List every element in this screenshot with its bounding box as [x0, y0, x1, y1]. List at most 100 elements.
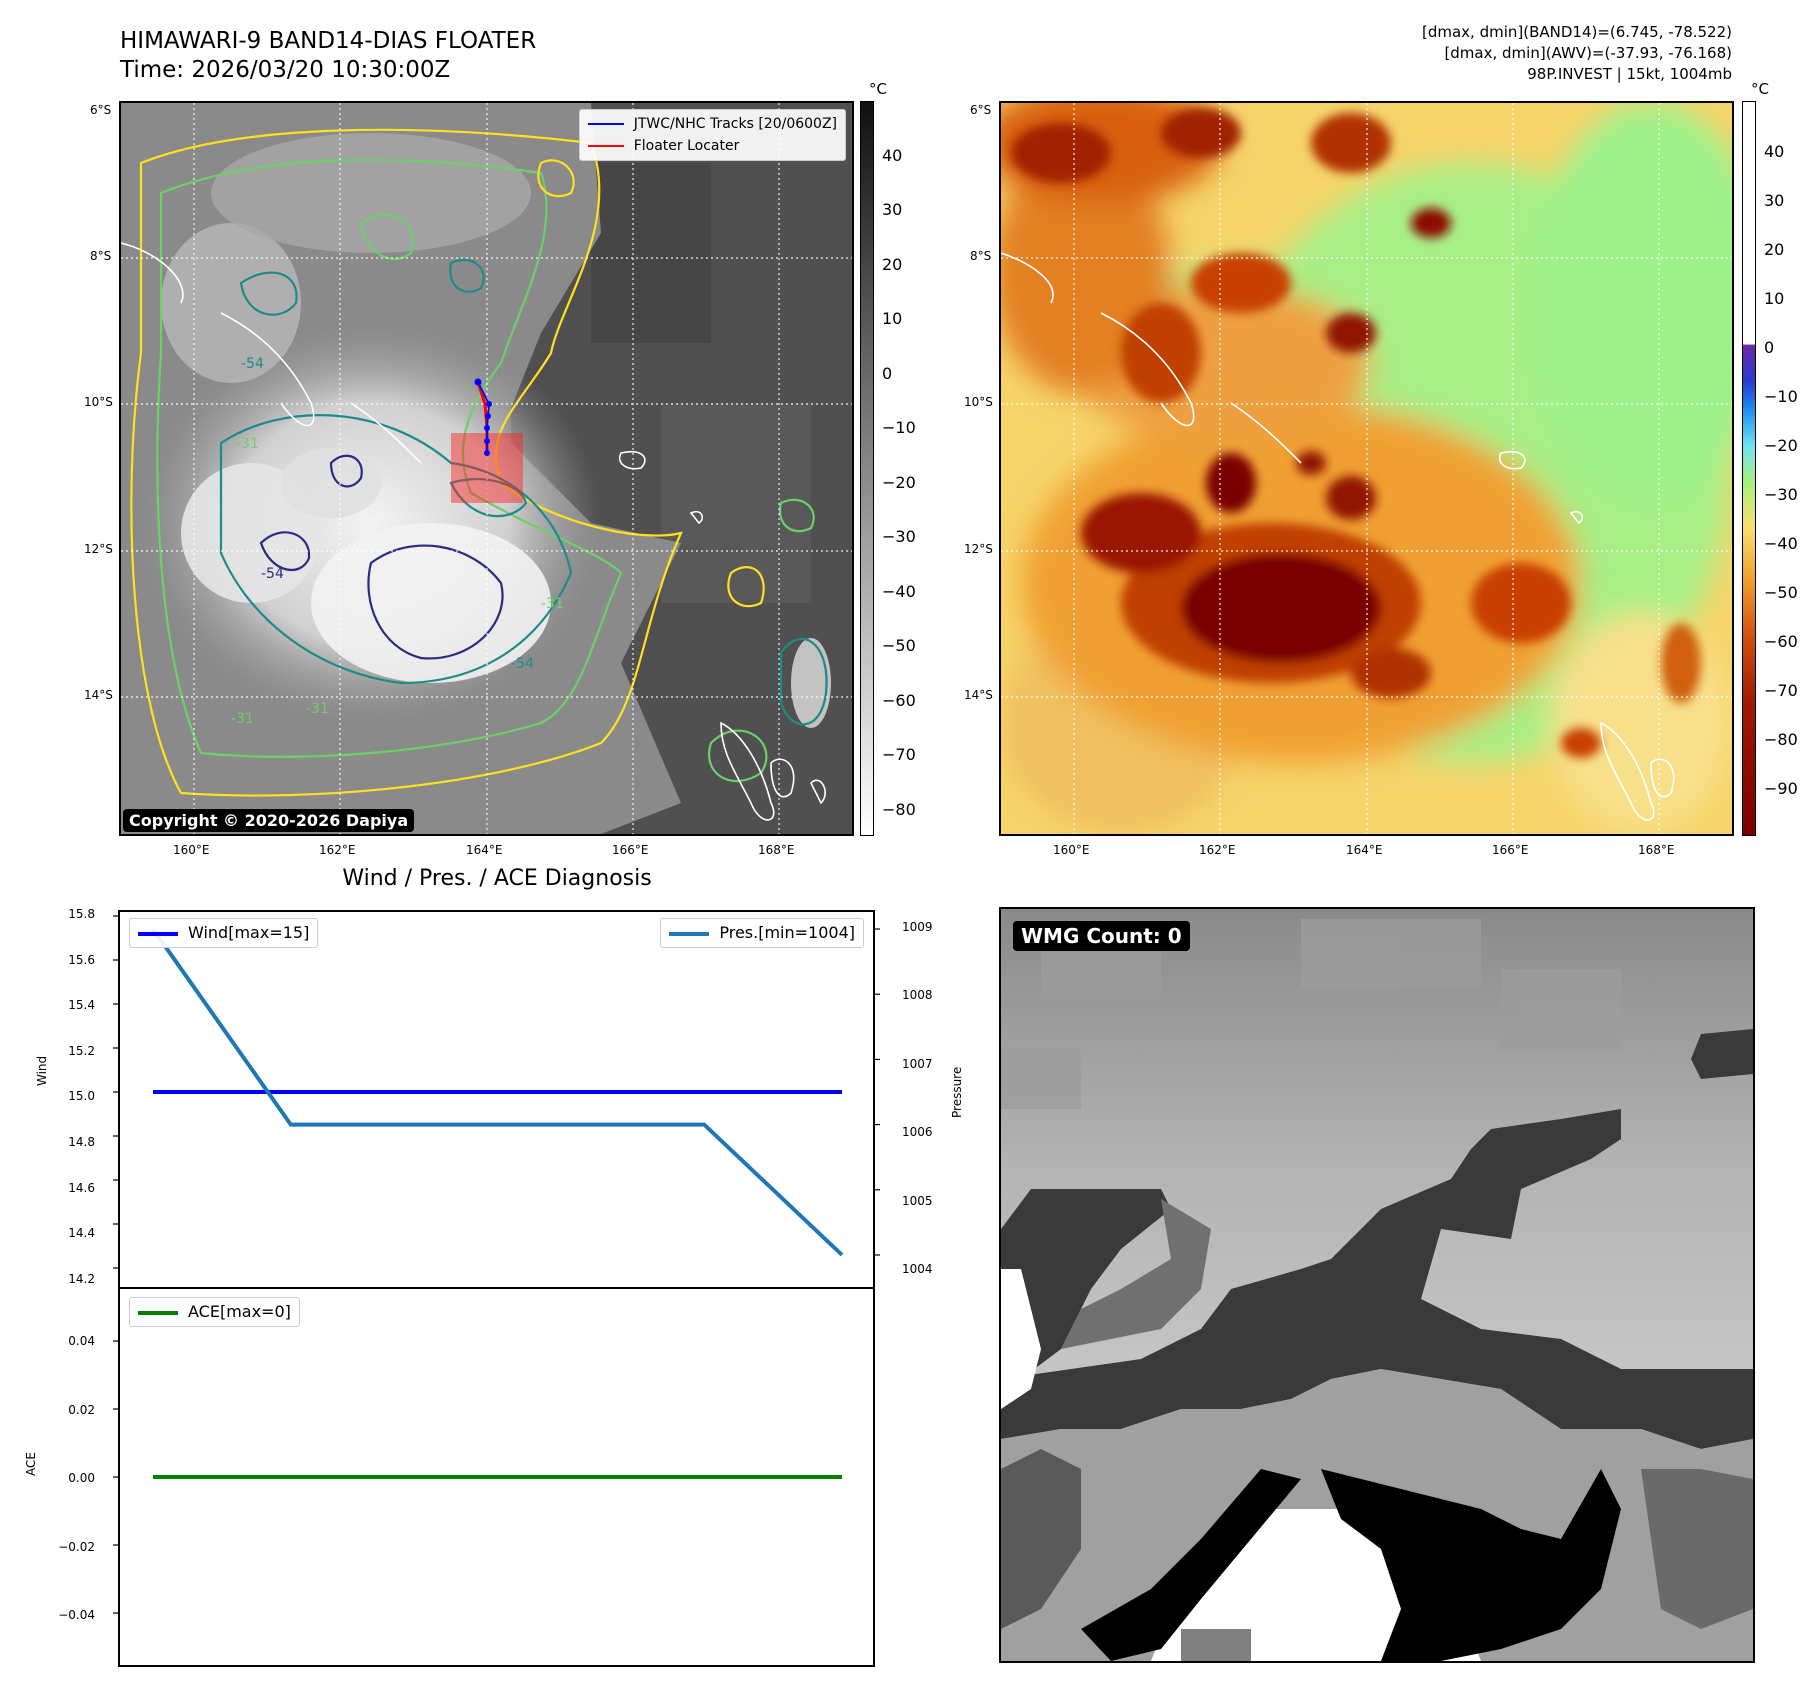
band14-colorbar-unit: °C [869, 80, 887, 98]
lat-tick: 8°S [970, 249, 992, 263]
lat-tick: 10°S [84, 395, 113, 409]
wind-axis-label: Wind [35, 1055, 49, 1086]
track-point [486, 401, 492, 407]
legend-item-floater: Floater Locater [587, 135, 837, 157]
pressure-axis-label: Pressure [950, 1066, 964, 1118]
diagnosis-title: Wind / Pres. / ACE Diagnosis [342, 866, 652, 891]
legend-floater-label: Floater Locater [633, 138, 740, 154]
lon-tick: 160°E [173, 843, 210, 857]
wind-tick: 15.6 [68, 953, 95, 967]
wind-tick: 15.8 [68, 907, 95, 921]
ace-tick: −0.04 [58, 1608, 95, 1622]
colorbar-tick: −10 [1764, 387, 1798, 406]
ace-tick: 0.00 [68, 1471, 95, 1485]
band14-map: -54 -31 -54 -31 -54 -31 -31 JTWC/NHC Tra… [119, 101, 854, 836]
colorbar-tick: 30 [1764, 191, 1785, 210]
awv-map [999, 101, 1734, 836]
wind-pressure-panel-frame [118, 910, 875, 1289]
band14-colorbar [860, 101, 874, 836]
colorbar-tick: 30 [882, 200, 903, 219]
info-line3: 98P.INVEST | 15kt, 1004mb [1527, 65, 1732, 83]
wmg-panel: WMG Count: 0 [999, 907, 1755, 1663]
wind-tick: 15.0 [68, 1089, 95, 1103]
lon-tick: 166°E [612, 843, 649, 857]
pressure-legend-label: Pres.[min=1004] [719, 923, 855, 942]
wind-tick: 14.4 [68, 1226, 95, 1240]
lat-tick: 14°S [84, 688, 113, 702]
contour-label: -54 [241, 356, 264, 372]
wind-tick: 14.2 [68, 1272, 95, 1286]
contour-label: -31 [236, 436, 259, 452]
wind-tick: 14.6 [68, 1181, 95, 1195]
contour-label: -31 [541, 596, 564, 612]
wind-legend-swatch [138, 931, 178, 936]
colorbar-tick: 20 [882, 255, 903, 274]
ace-legend-swatch [138, 1310, 178, 1315]
contour-labels: -54 -31 -54 -31 -54 -31 -31 [231, 356, 564, 727]
ace-tick: −0.02 [58, 1540, 95, 1554]
contour-label: -31 [306, 701, 329, 717]
ace-tick: 0.02 [68, 1403, 95, 1417]
lon-tick: 166°E [1492, 843, 1529, 857]
lat-tick: 12°S [964, 542, 993, 556]
track-point [485, 413, 491, 419]
lon-tick: 168°E [1638, 843, 1675, 857]
legend-item-track: JTWC/NHC Tracks [20/0600Z] [587, 113, 837, 135]
wind-tick: 15.4 [68, 998, 95, 1012]
track-point [484, 438, 490, 444]
pressure-tick: 1008 [902, 988, 933, 1002]
band14-imagery: -54 -31 -54 -31 -54 -31 -31 [121, 103, 852, 834]
contour-label: -54 [261, 566, 284, 582]
ace-legend-label: ACE[max=0] [188, 1302, 291, 1321]
colorbar-tick: −40 [1764, 534, 1798, 553]
lat-tick: 12°S [84, 542, 113, 556]
colorbar-tick: −80 [1764, 730, 1798, 749]
track-legend-swatch [587, 123, 624, 125]
lon-tick: 160°E [1053, 843, 1090, 857]
colorbar-tick: −80 [882, 800, 916, 819]
colorbar-tick: −60 [882, 691, 916, 710]
awv-colorbar-unit: °C [1751, 80, 1769, 98]
wind-legend-label: Wind[max=15] [188, 923, 310, 942]
colorbar-tick: 40 [882, 146, 903, 165]
track-point [484, 425, 490, 431]
colorbar-tick: −90 [1764, 779, 1798, 798]
pressure-tick: 1009 [902, 920, 933, 934]
pressure-legend: Pres.[min=1004] [660, 918, 864, 948]
colorbar-tick: −30 [882, 527, 916, 546]
colorbar-tick: −60 [1764, 632, 1798, 651]
pressure-tick: 1005 [902, 1194, 933, 1208]
wind-tick: 14.8 [68, 1135, 95, 1149]
copyright-badge: Copyright © 2020-2026 Dapiya [123, 809, 415, 832]
lat-tick: 8°S [90, 249, 112, 263]
lon-tick: 164°E [1346, 843, 1383, 857]
ace-axis-label: ACE [24, 1452, 38, 1476]
pressure-tick: 1007 [902, 1057, 933, 1071]
lon-tick: 168°E [758, 843, 795, 857]
colorbar-tick: −10 [882, 418, 916, 437]
colorbar-tick: −50 [1764, 583, 1798, 602]
lon-tick: 162°E [1199, 843, 1236, 857]
lon-tick: 164°E [466, 843, 503, 857]
ace-tick: 0.04 [68, 1334, 95, 1348]
lat-tick: 6°S [90, 103, 112, 117]
legend-track-label: JTWC/NHC Tracks [20/0600Z] [633, 116, 837, 132]
colorbar-tick: 0 [882, 364, 893, 383]
lat-tick: 6°S [970, 103, 992, 117]
pressure-tick: 1004 [902, 1262, 933, 1276]
wmg-imagery [1001, 909, 1753, 1661]
awv-imagery [1001, 103, 1732, 834]
colorbar-tick: −70 [1764, 681, 1798, 700]
colorbar-tick: −50 [882, 636, 916, 655]
wmg-count-badge: WMG Count: 0 [1013, 921, 1190, 951]
colorbar-tick: −30 [1764, 485, 1798, 504]
info-line2: [dmax, dmin](AWV)=(-37.93, -76.168) [1444, 44, 1732, 62]
track-point [484, 450, 490, 456]
contour-label: -54 [511, 656, 534, 672]
colorbar-tick: 20 [1764, 240, 1785, 259]
colorbar-tick: −40 [882, 582, 916, 601]
wind-legend: Wind[max=15] [129, 918, 319, 948]
figure-title-line2: Time: 2026/03/20 10:30:00Z [120, 57, 451, 83]
ace-legend: ACE[max=0] [129, 1297, 300, 1327]
colorbar-tick: −70 [882, 745, 916, 764]
